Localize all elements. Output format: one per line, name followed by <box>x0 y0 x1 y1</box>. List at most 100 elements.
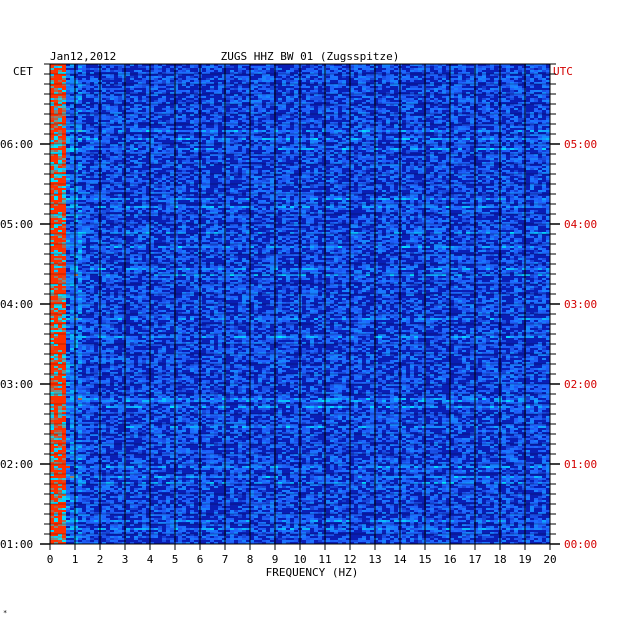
spectrogram-cell <box>258 80 262 82</box>
spectrogram-cell <box>270 124 274 126</box>
spectrogram-cell <box>282 180 286 182</box>
spectrogram-cell <box>370 100 374 102</box>
spectrogram-cell <box>210 104 214 106</box>
spectrogram-cell <box>186 78 190 80</box>
spectrogram-cell <box>170 78 174 80</box>
spectrogram-cell <box>150 118 154 120</box>
spectrogram-cell <box>114 70 118 72</box>
spectrogram-cell <box>542 156 546 158</box>
spectrogram-cell <box>326 126 330 128</box>
spectrogram-cell <box>478 128 482 130</box>
spectrogram-cell <box>218 178 222 180</box>
spectrogram-cell <box>282 128 286 130</box>
spectrogram-cell <box>402 186 406 188</box>
spectrogram-cell <box>54 126 58 128</box>
spectrogram-cell <box>542 186 546 188</box>
spectrogram-cell <box>50 98 54 100</box>
spectrogram-cell <box>70 92 74 94</box>
spectrogram-cell <box>506 114 510 116</box>
spectrogram-cell <box>538 178 542 180</box>
spectrogram-cell <box>186 106 190 108</box>
spectrogram-cell <box>362 86 366 88</box>
spectrogram-cell <box>426 104 430 106</box>
spectrogram-cell <box>490 170 494 172</box>
spectrogram-cell <box>434 180 438 182</box>
spectrogram-cell <box>130 186 134 188</box>
spectrogram-cell <box>370 90 374 92</box>
spectrogram-cell <box>278 180 282 182</box>
spectrogram-cell <box>238 114 242 116</box>
spectrogram-cell <box>70 168 74 170</box>
spectrogram-cell <box>494 84 498 86</box>
spectrogram-cell <box>54 128 58 130</box>
spectrogram-cell <box>50 158 54 160</box>
spectrogram-cell <box>58 64 62 66</box>
spectrogram-cell <box>446 90 450 92</box>
spectrogram-cell <box>434 116 438 118</box>
spectrogram-cell <box>130 116 134 118</box>
spectrogram-cell <box>94 148 98 150</box>
spectrogram-cell <box>138 90 142 92</box>
spectrogram-cell <box>538 166 542 168</box>
spectrogram-cell <box>186 110 190 112</box>
spectrogram-cell <box>234 102 238 104</box>
spectrogram-cell <box>118 102 122 104</box>
spectrogram-cell <box>142 156 146 158</box>
spectrogram-cell <box>514 190 518 192</box>
spectrogram-cell <box>110 96 114 98</box>
spectrogram-cell <box>438 72 442 74</box>
spectrogram-cell <box>226 130 230 132</box>
spectrogram-cell <box>114 136 118 138</box>
spectrogram-cell <box>50 146 54 148</box>
spectrogram-cell <box>486 114 490 116</box>
spectrogram-cell <box>426 166 430 168</box>
spectrogram-cell <box>246 88 250 90</box>
spectrogram-cell <box>258 160 262 162</box>
spectrogram-cell <box>462 84 466 86</box>
spectrogram-cell <box>330 72 334 74</box>
spectrogram-cell <box>482 80 486 82</box>
spectrogram-cell <box>238 100 242 102</box>
spectrogram-cell <box>338 168 342 170</box>
spectrogram-cell <box>458 68 462 70</box>
spectrogram-cell <box>162 190 166 192</box>
spectrogram-cell <box>62 104 66 106</box>
spectrogram-cell <box>338 84 342 86</box>
spectrogram-cell <box>394 76 398 78</box>
spectrogram-cell <box>414 188 418 190</box>
spectrogram-cell <box>526 80 530 82</box>
spectrogram-cell <box>458 94 462 96</box>
spectrogram-cell <box>394 114 398 116</box>
spectrogram-cell <box>266 128 270 130</box>
spectrogram-cell <box>470 124 474 126</box>
spectrogram-cell <box>182 138 186 140</box>
spectrogram-cell <box>158 196 162 198</box>
spectrogram-cell <box>478 102 482 104</box>
spectrogram-cell <box>126 140 130 142</box>
spectrogram-cell <box>150 156 154 158</box>
spectrogram-cell <box>50 86 54 88</box>
spectrogram-cell <box>366 140 370 142</box>
spectrogram-cell <box>518 156 522 158</box>
spectrogram-cell <box>166 112 170 114</box>
spectrogram-cell <box>78 100 82 102</box>
spectrogram-cell <box>70 64 74 66</box>
spectrogram-cell <box>282 104 286 106</box>
spectrogram-cell <box>118 84 122 86</box>
spectrogram-cell <box>182 84 186 86</box>
spectrogram-cell <box>186 68 190 70</box>
spectrogram-cell <box>430 108 434 110</box>
spectrogram-cell <box>378 178 382 180</box>
spectrogram-cell <box>202 138 206 140</box>
spectrogram-cell <box>166 76 170 78</box>
spectrogram-cell <box>62 66 66 68</box>
spectrogram-cell <box>254 176 258 178</box>
spectrogram-cell <box>130 146 134 148</box>
spectrogram-cell <box>286 84 290 86</box>
spectrogram-cell <box>154 88 158 90</box>
spectrogram-cell <box>86 126 90 128</box>
spectrogram-cell <box>354 108 358 110</box>
spectrogram-cell <box>158 180 162 182</box>
spectrogram-cell <box>118 186 122 188</box>
spectrogram-cell <box>354 64 358 66</box>
